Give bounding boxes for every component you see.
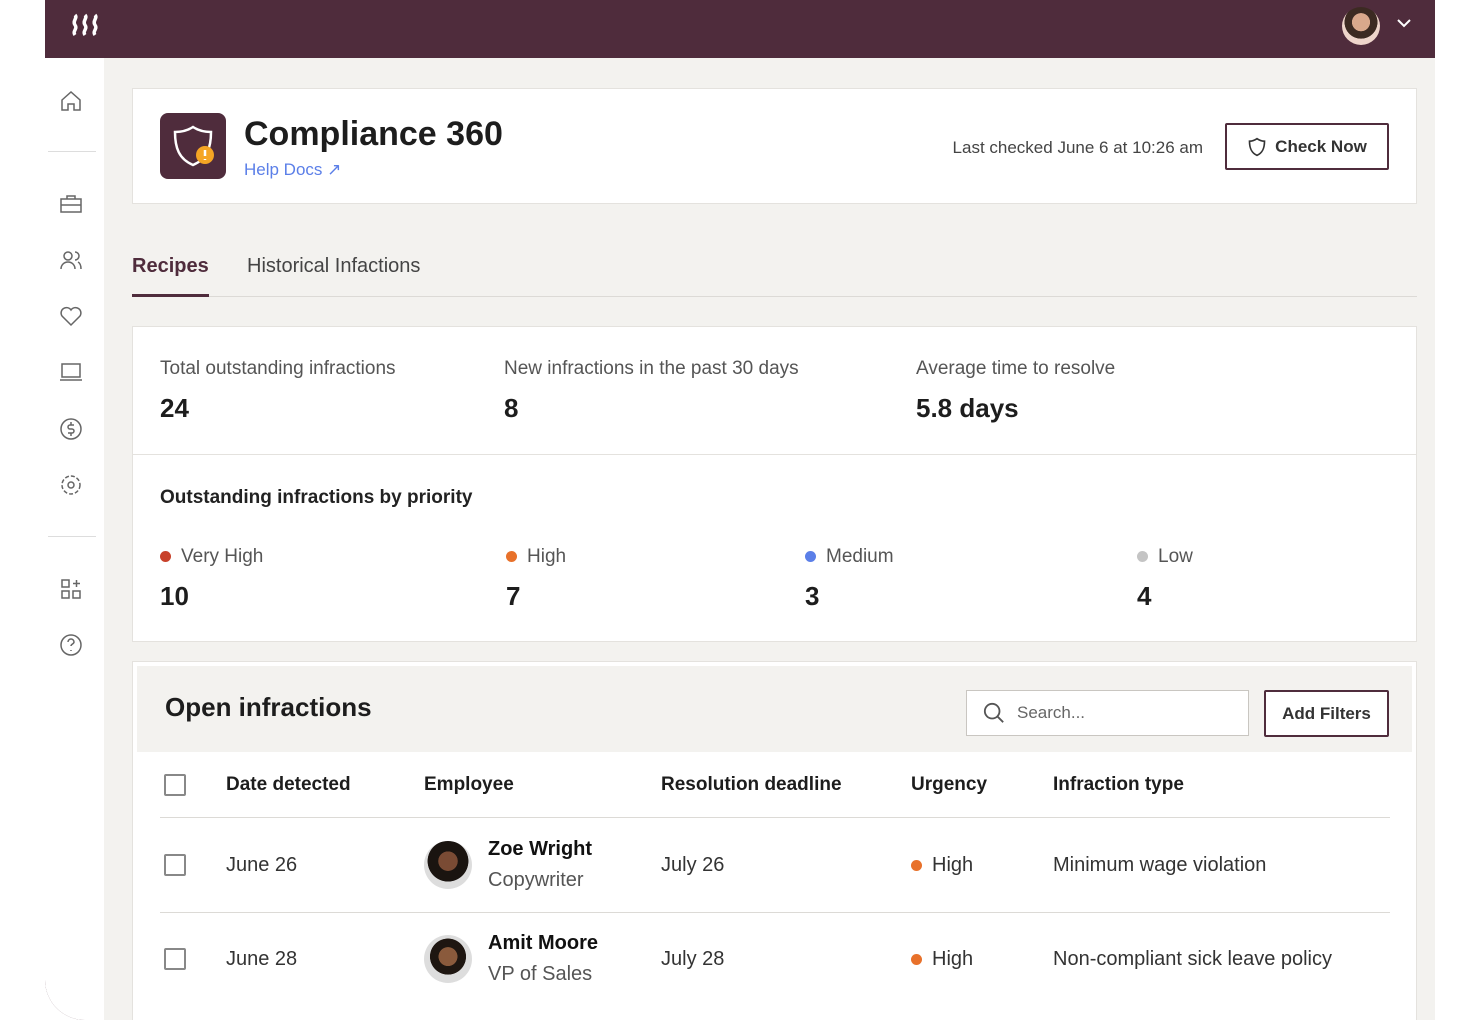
- column-header[interactable]: Resolution deadline: [661, 774, 842, 795]
- search-icon: [983, 702, 1004, 723]
- priority-label: Very High: [181, 546, 264, 567]
- priority-label: High: [527, 546, 567, 567]
- user-avatar[interactable]: [1342, 7, 1380, 45]
- resolution-deadline: July 26: [661, 854, 725, 876]
- priority-label: Low: [1158, 546, 1193, 567]
- table-row[interactable]: June 28 Amit Moore VP of Sales July 28 H…: [133, 912, 1416, 1006]
- employee-role: VP of Sales: [488, 963, 593, 985]
- priority-value: 7: [506, 581, 521, 611]
- infraction-type: Non-compliant sick leave policy: [1053, 948, 1333, 970]
- sidebar: [45, 58, 104, 1020]
- column-header[interactable]: Employee: [424, 774, 514, 795]
- column-header[interactable]: Urgency: [911, 774, 988, 795]
- very-high-dot: [160, 551, 171, 562]
- stat-label: New infractions in the past 30 days: [504, 358, 799, 379]
- help-docs-label: Help Docs: [244, 160, 323, 179]
- priority-title: Outstanding infractions by priority: [160, 487, 473, 508]
- table-row[interactable]: June 26 Zoe Wright Copywriter July 26 Hi…: [133, 818, 1416, 912]
- briefcase-icon[interactable]: [59, 192, 83, 216]
- chevron-down-icon[interactable]: [1397, 15, 1411, 31]
- stats-card: Total outstanding infractions 24 New inf…: [132, 326, 1417, 642]
- top-bar: [45, 0, 1435, 58]
- open-infractions-card: Open infractions Search... Add Filters D…: [132, 661, 1417, 1020]
- priority-value: 10: [160, 581, 189, 611]
- urgency-dot: [911, 860, 922, 871]
- employee-avatar: [424, 935, 472, 983]
- employee-avatar: [424, 841, 472, 889]
- resolution-deadline: July 28: [661, 948, 725, 970]
- priority-medium: Medium: [805, 546, 894, 568]
- priority-very-high: Very High: [160, 546, 263, 568]
- date-detected: June 26: [226, 854, 298, 876]
- search-placeholder: Search...: [1017, 703, 1086, 722]
- stat-value: 8: [504, 393, 519, 423]
- logo[interactable]: [71, 13, 103, 44]
- app-window: Compliance 360 Help Docs ↗ Last checked …: [45, 0, 1435, 1020]
- home-icon[interactable]: [59, 89, 83, 113]
- open-infractions-header: Open infractions Search... Add Filters: [137, 666, 1412, 752]
- urgency-label: High: [932, 854, 974, 876]
- check-now-button[interactable]: Check Now: [1225, 123, 1389, 170]
- tab-recipes[interactable]: Recipes: [132, 255, 209, 297]
- gear-icon[interactable]: [59, 473, 83, 497]
- priority-label: Medium: [826, 546, 894, 567]
- employee-name[interactable]: Zoe Wright: [488, 838, 593, 860]
- main-content: Compliance 360 Help Docs ↗ Last checked …: [104, 58, 1435, 1020]
- urgency: High: [911, 948, 973, 971]
- external-link-icon: ↗: [327, 160, 342, 179]
- shield-icon: [1248, 137, 1266, 156]
- page-title: Compliance 360: [244, 115, 503, 153]
- help-docs-link[interactable]: Help Docs ↗: [244, 160, 341, 180]
- column-header[interactable]: Infraction type: [1053, 774, 1184, 795]
- row-checkbox[interactable]: [164, 854, 186, 876]
- medium-dot: [805, 551, 816, 562]
- urgency: High: [911, 854, 973, 877]
- employee-name[interactable]: Amit Moore: [488, 932, 598, 954]
- urgency-dot: [911, 954, 922, 965]
- low-dot: [1137, 551, 1148, 562]
- stat-value: 5.8 days: [916, 393, 1019, 423]
- check-now-label: Check Now: [1275, 136, 1367, 156]
- page-header-card: Compliance 360 Help Docs ↗ Last checked …: [132, 88, 1417, 204]
- priority-high: High: [506, 546, 566, 568]
- date-detected: June 28: [226, 948, 298, 970]
- people-icon[interactable]: [59, 248, 83, 272]
- laptop-icon[interactable]: [59, 360, 83, 384]
- dollar-icon[interactable]: [59, 417, 83, 441]
- last-checked: Last checked June 6 at 10:26 am: [952, 138, 1203, 157]
- priority-value: 4: [1137, 581, 1152, 611]
- add-filters-label: Add Filters: [1282, 703, 1371, 723]
- tab-historical-infactions[interactable]: Historical Infactions: [247, 255, 421, 277]
- employee-role: Copywriter: [488, 869, 584, 891]
- stat-label: Total outstanding infractions: [160, 358, 396, 379]
- high-dot: [506, 551, 517, 562]
- column-header[interactable]: Date detected: [226, 774, 351, 795]
- stat-value: 24: [160, 393, 189, 423]
- section-title: Open infractions: [165, 692, 372, 722]
- infraction-type: Minimum wage violation: [1053, 854, 1267, 876]
- tab-bar: Recipes Historical Infactions: [132, 248, 1417, 297]
- help-icon[interactable]: [59, 633, 83, 657]
- urgency-label: High: [932, 948, 974, 970]
- row-checkbox[interactable]: [164, 948, 186, 970]
- search-input[interactable]: Search...: [966, 690, 1249, 736]
- stat-label: Average time to resolve: [916, 358, 1116, 379]
- select-all-checkbox[interactable]: [164, 774, 186, 796]
- priority-low: Low: [1137, 546, 1193, 568]
- shield-warning-icon: [160, 113, 226, 179]
- priority-value: 3: [805, 581, 820, 611]
- add-filters-button[interactable]: Add Filters: [1264, 690, 1389, 737]
- heart-icon[interactable]: [59, 304, 83, 328]
- apps-add-icon[interactable]: [59, 577, 83, 601]
